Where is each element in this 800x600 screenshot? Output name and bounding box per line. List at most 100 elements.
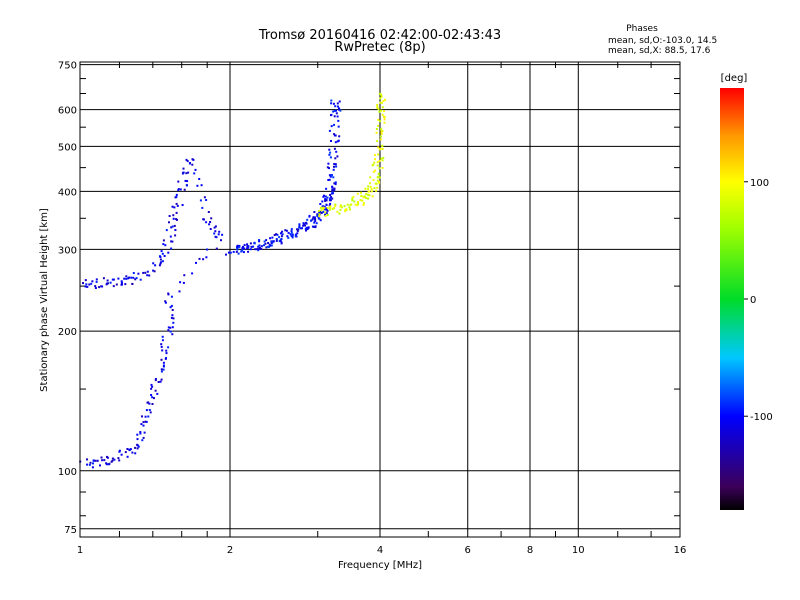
data-point	[338, 135, 341, 138]
data-point	[165, 349, 168, 352]
data-point	[326, 196, 329, 199]
data-point	[191, 272, 194, 275]
data-point	[329, 206, 332, 209]
data-point	[312, 225, 315, 228]
data-point	[379, 120, 382, 123]
data-point	[319, 203, 322, 205]
data-point	[351, 197, 354, 200]
colorbar: 100 0 -100	[720, 88, 773, 510]
data-point	[154, 389, 157, 392]
data-point	[95, 278, 98, 281]
data-point	[120, 281, 123, 284]
data-point	[175, 211, 178, 214]
data-point	[146, 274, 149, 277]
data-point	[382, 100, 385, 102]
data-point	[290, 231, 293, 234]
data-point	[185, 158, 188, 161]
data-point	[351, 199, 354, 202]
data-point	[137, 445, 140, 448]
data-point	[317, 209, 320, 212]
data-point	[84, 279, 87, 282]
data-point	[120, 453, 123, 456]
data-point	[215, 247, 218, 250]
data-point	[380, 128, 383, 131]
data-point	[134, 278, 137, 281]
data-point	[356, 192, 359, 195]
data-point	[320, 212, 323, 214]
data-point	[323, 208, 326, 211]
data-point	[193, 172, 196, 175]
data-point	[298, 226, 301, 229]
data-point	[290, 228, 293, 231]
data-point	[142, 424, 145, 427]
data-point	[167, 346, 170, 349]
data-point	[142, 421, 145, 424]
data-point	[310, 219, 313, 222]
data-point	[324, 211, 327, 214]
data-point	[280, 232, 282, 235]
data-point	[372, 170, 375, 173]
data-point	[330, 102, 333, 105]
data-point	[328, 153, 331, 156]
data-point	[141, 439, 144, 442]
data-point	[352, 196, 355, 199]
data-point	[128, 448, 131, 451]
data-point	[171, 326, 174, 329]
data-point	[101, 459, 104, 462]
data-point	[111, 459, 114, 462]
data-point	[327, 179, 330, 181]
data-point	[238, 244, 241, 247]
data-point	[91, 466, 94, 469]
data-point	[298, 223, 301, 226]
data-point	[164, 300, 167, 303]
data-point	[374, 169, 377, 172]
data-point	[319, 210, 322, 213]
data-point	[265, 239, 268, 242]
data-point	[260, 248, 263, 250]
data-point	[379, 148, 382, 150]
data-point	[336, 155, 339, 158]
data-point	[182, 281, 185, 284]
y-tick-label: 600	[58, 106, 77, 117]
data-point	[308, 214, 311, 217]
data-point	[235, 250, 238, 253]
data-point	[171, 333, 174, 336]
data-point	[372, 163, 375, 166]
data-point	[206, 248, 209, 251]
data-point	[92, 462, 94, 465]
data-point	[383, 115, 385, 118]
data-point	[314, 218, 317, 220]
data-point	[162, 239, 165, 242]
data-point	[267, 242, 270, 244]
data-point	[170, 295, 173, 298]
data-point	[322, 206, 325, 209]
data-point	[164, 301, 167, 304]
data-point	[221, 233, 224, 236]
data-point	[321, 205, 324, 208]
x-axis-label: Frequency [MHz]	[338, 560, 422, 571]
data-point	[381, 144, 384, 147]
data-point	[373, 154, 376, 157]
data-point	[105, 463, 108, 466]
data-point	[327, 162, 330, 165]
data-point	[159, 380, 162, 383]
data-point	[159, 262, 162, 265]
data-point	[296, 232, 299, 235]
phase-stats-o: mean, sd,O:-103.0, 14.5	[608, 36, 717, 46]
data-point	[136, 447, 139, 450]
data-point	[329, 205, 332, 208]
data-point	[161, 349, 164, 352]
data-point	[271, 236, 274, 239]
data-point	[172, 217, 175, 220]
y-tick-labels: 75 100 200 300 400 500 600 750	[58, 61, 77, 536]
data-point	[324, 199, 327, 202]
data-point	[376, 161, 379, 164]
data-point	[328, 208, 331, 211]
data-point	[324, 195, 327, 198]
data-point	[291, 233, 294, 236]
data-point	[367, 185, 370, 188]
data-point	[220, 239, 222, 242]
data-point	[324, 215, 327, 217]
x-tick-label: 16	[674, 545, 687, 556]
